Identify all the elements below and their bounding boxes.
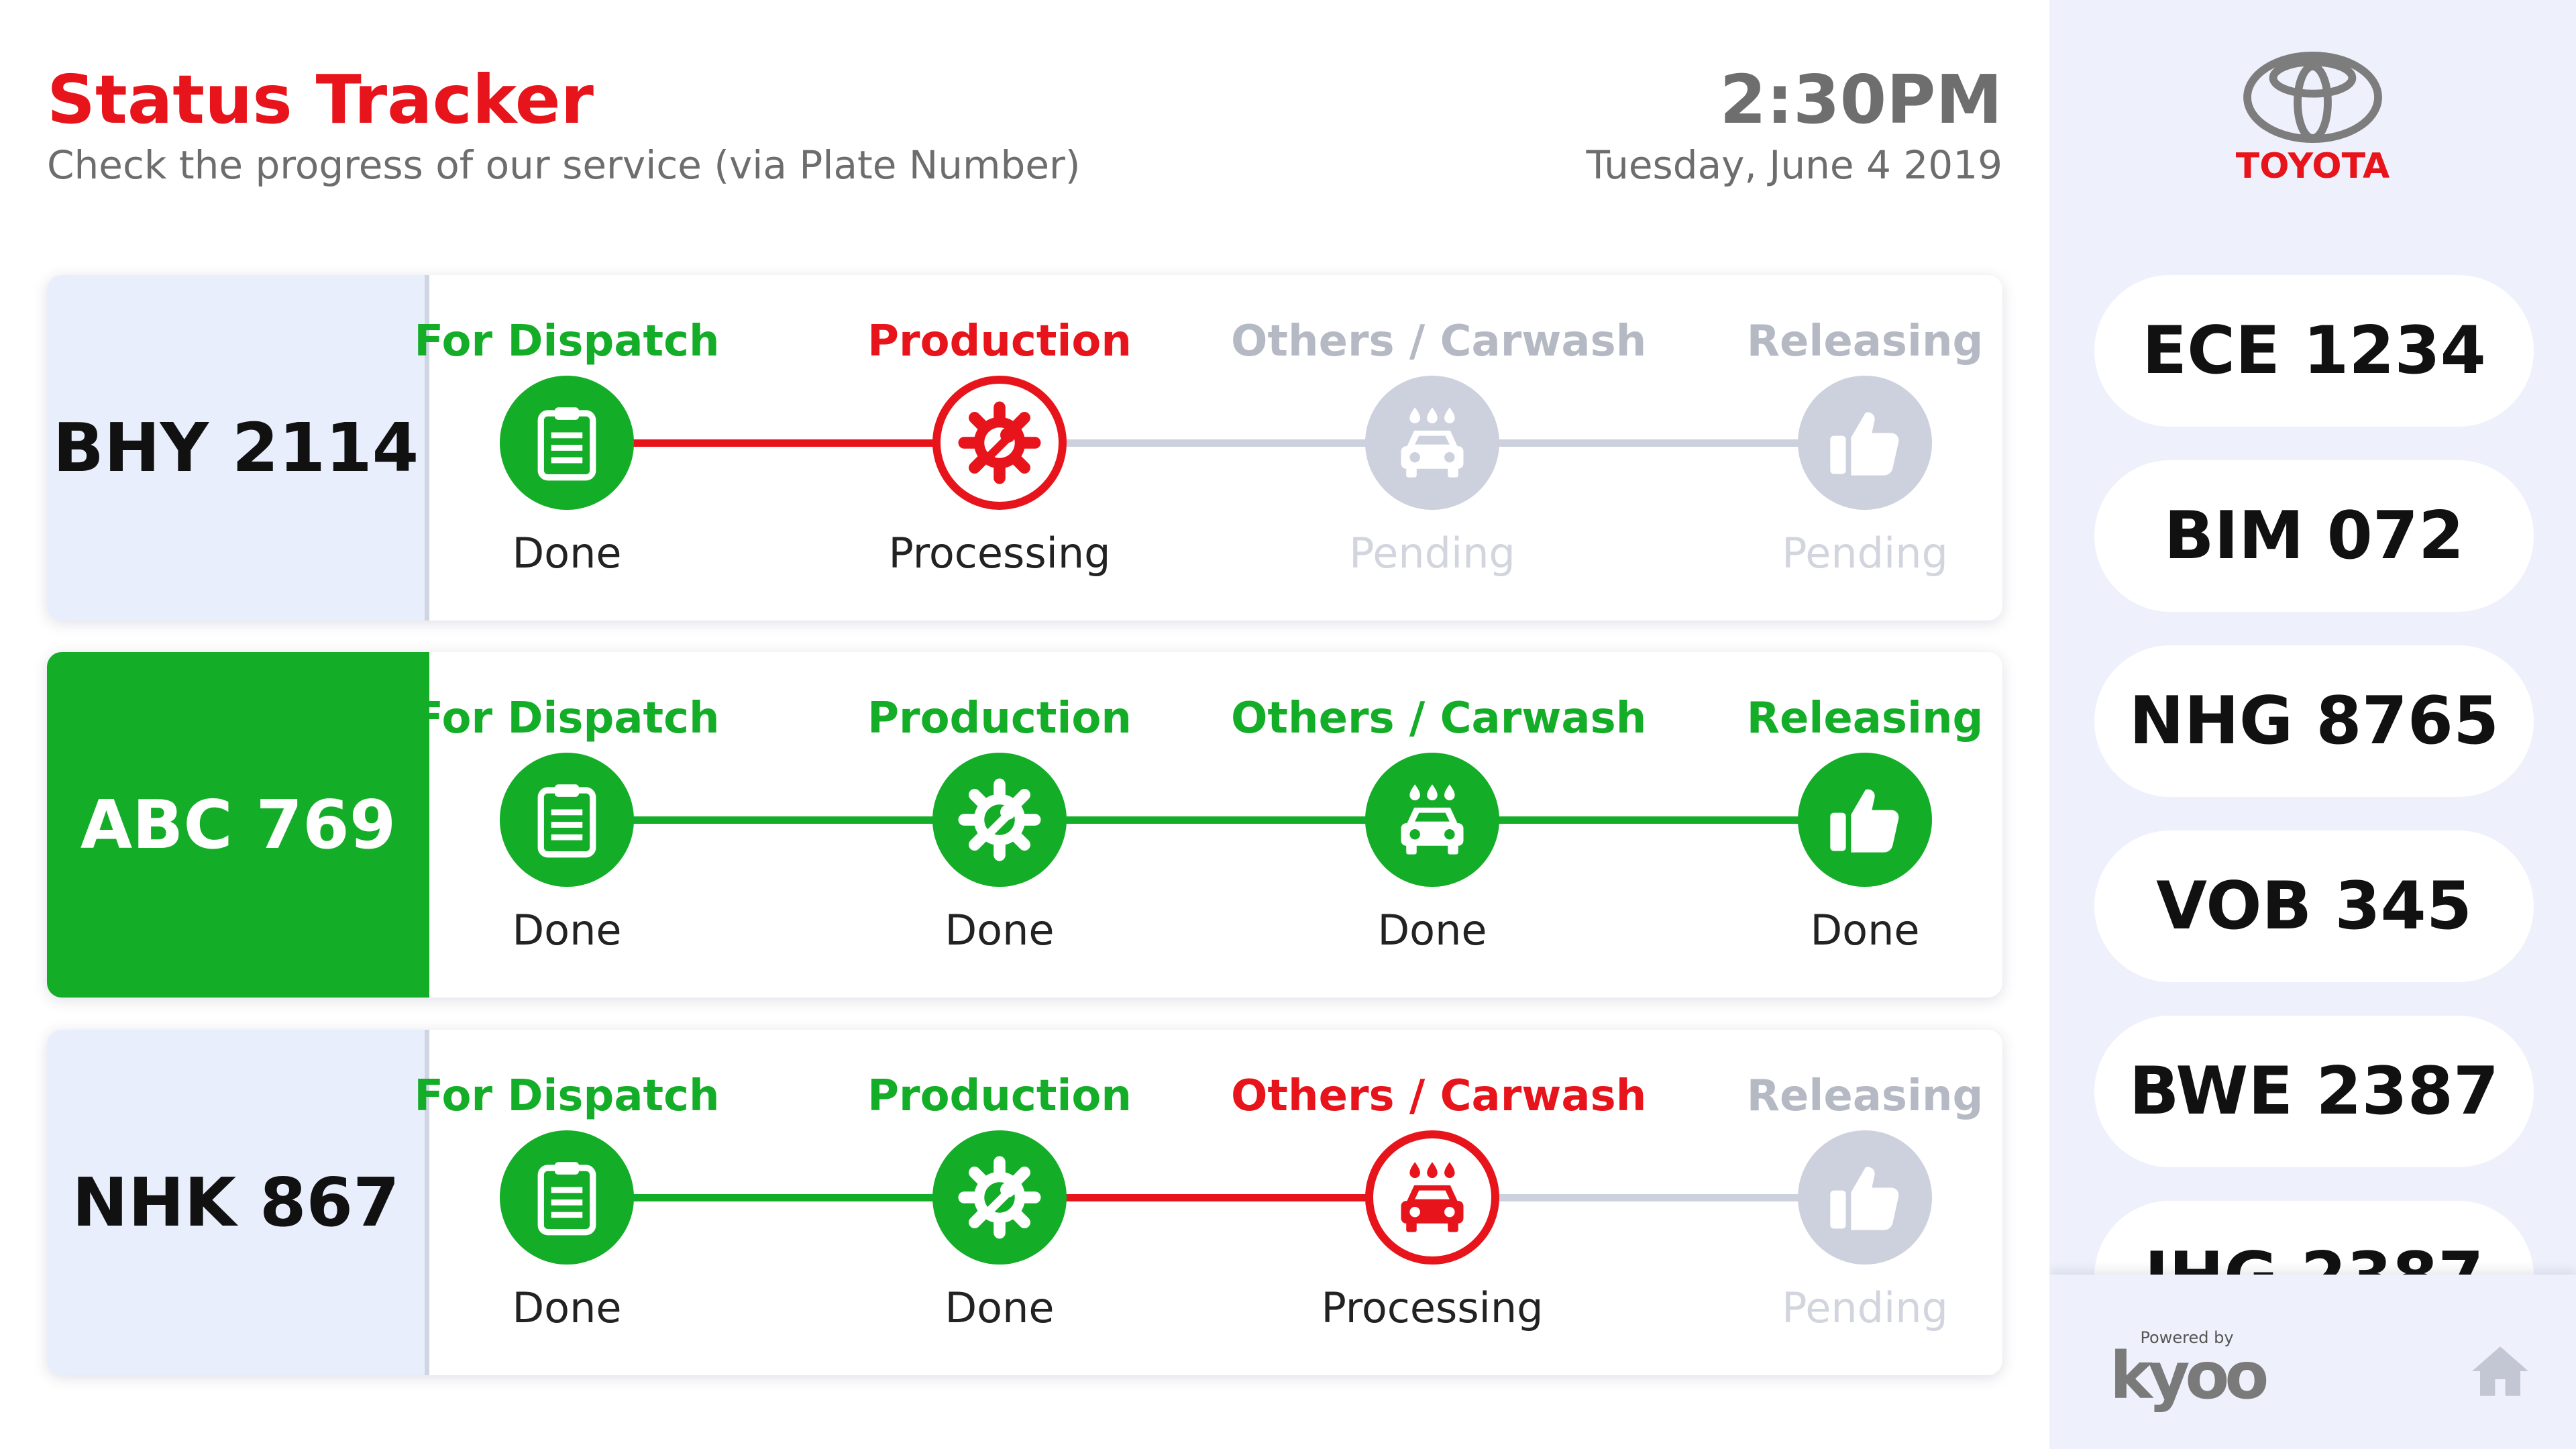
stage-label: Releasing: [1746, 694, 1984, 743]
stage-track: For Dispatch Done Production Processing Othe…: [414, 275, 2002, 621]
stage-connector: [1000, 816, 1432, 824]
stage-step: For Dispatch Done: [366, 652, 768, 998]
plate-number: ABC 769: [47, 652, 429, 998]
stage-step: Production Done: [798, 1030, 1201, 1375]
stage-label: For Dispatch: [414, 694, 720, 743]
queue-plate-item[interactable]: BIM 072: [2094, 460, 2534, 612]
stage-step: Others / Carwash Done: [1231, 652, 1647, 998]
clock-date: Tuesday, June 4 2019: [1586, 142, 2002, 188]
stage-status: Done: [512, 1283, 622, 1332]
stage-status: Processing: [888, 529, 1111, 578]
stage-label: Releasing: [1746, 317, 1984, 366]
stage-status: Done: [945, 1283, 1055, 1332]
page-title: Status Tracker: [47, 60, 594, 139]
thumbs-up-icon: [1798, 1130, 1932, 1265]
gear-wrench-icon: [932, 376, 1067, 510]
carwash-icon: [1365, 1130, 1499, 1265]
powered-by: Powered by kyoo: [2110, 1328, 2269, 1413]
stage-step: Production Done: [798, 652, 1201, 998]
stage-status: Pending: [1782, 1283, 1948, 1332]
gear-wrench-icon: [932, 1130, 1067, 1265]
stage-label: Production: [867, 1071, 1132, 1121]
stage-status: Pending: [1782, 529, 1948, 578]
stage-step: Others / Carwash Pending: [1231, 275, 1647, 621]
powered-by-label: Powered by: [2140, 1328, 2234, 1347]
stage-connector: [567, 1194, 1000, 1201]
carwash-icon: [1365, 753, 1499, 887]
clipboard-icon: [500, 376, 634, 510]
stage-status: Done: [945, 906, 1055, 955]
queue-plate-item[interactable]: NHG 8765: [2094, 645, 2534, 797]
stage-track: For Dispatch Done Production Done Others / C…: [414, 652, 2002, 998]
tracker-card: BHY 2114 For Dispatch Done Production Proces…: [47, 275, 2002, 621]
status-tracker-main: Status Tracker Check the progress of our…: [47, 60, 2002, 1375]
sidebar-footer: Powered by kyoo: [2049, 1275, 2576, 1449]
stage-step: For Dispatch Done: [366, 1030, 768, 1375]
stage-status: Pending: [1349, 529, 1515, 578]
stage-status: Done: [512, 529, 622, 578]
stage-label: For Dispatch: [414, 1071, 720, 1121]
stage-label: Production: [867, 317, 1132, 366]
stage-status: Processing: [1321, 1283, 1544, 1332]
stage-track: For Dispatch Done Production Done Others / C…: [414, 1030, 2002, 1375]
stage-label: Production: [867, 694, 1132, 743]
stage-status: Done: [1377, 906, 1487, 955]
stage-connector: [1432, 439, 1865, 447]
kyoo-logo: kyoo: [2110, 1338, 2269, 1413]
carwash-icon: [1365, 376, 1499, 510]
stage-connector: [1000, 1194, 1432, 1201]
stage-step: Releasing Done: [1664, 652, 2002, 998]
stage-step: Releasing Pending: [1664, 1030, 2002, 1375]
stage-step: Releasing Pending: [1664, 275, 2002, 621]
stage-status: Done: [1810, 906, 1920, 955]
home-icon[interactable]: [2468, 1339, 2532, 1403]
queue-plate-item[interactable]: BWE 2387: [2094, 1016, 2534, 1167]
stage-label: Others / Carwash: [1231, 317, 1647, 366]
stage-label: Others / Carwash: [1231, 694, 1647, 743]
thumbs-up-icon: [1798, 753, 1932, 887]
stage-label: Others / Carwash: [1231, 1071, 1647, 1121]
stage-status: Done: [512, 906, 622, 955]
stage-label: For Dispatch: [414, 317, 720, 366]
stage-step: For Dispatch Done: [366, 275, 768, 621]
clock-time: 2:30PM: [1719, 60, 2002, 139]
clipboard-icon: [500, 1130, 634, 1265]
toyota-logo-icon: [2243, 51, 2382, 144]
tracker-card: NHK 867 For Dispatch Done Production Done Oth…: [47, 1030, 2002, 1375]
stage-step: Others / Carwash Processing: [1231, 1030, 1647, 1375]
stage-connector: [1432, 816, 1865, 824]
stage-label: Releasing: [1746, 1071, 1984, 1121]
tracker-card: ABC 769 For Dispatch Done Production Done Oth…: [47, 652, 2002, 998]
sidebar: TOYOTA ECE 1234 BIM 072 NHG 8765 VOB 345 BWE…: [2049, 0, 2576, 1449]
gear-wrench-icon: [932, 753, 1067, 887]
stage-step: Production Processing: [798, 275, 1201, 621]
stage-connector: [567, 816, 1000, 824]
queue-plate-item[interactable]: VOB 345: [2094, 830, 2534, 982]
stage-connector: [567, 439, 1000, 447]
plate-number: BHY 2114: [47, 275, 429, 621]
brand-name: TOYOTA: [2235, 146, 2390, 186]
stage-connector: [1000, 439, 1432, 447]
stage-connector: [1432, 1194, 1865, 1201]
queue-plate-item[interactable]: ECE 1234: [2094, 275, 2534, 427]
thumbs-up-icon: [1798, 376, 1932, 510]
plate-number: NHK 867: [47, 1030, 429, 1375]
page-subtitle: Check the progress of our service (via P…: [47, 142, 1081, 188]
clipboard-icon: [500, 753, 634, 887]
